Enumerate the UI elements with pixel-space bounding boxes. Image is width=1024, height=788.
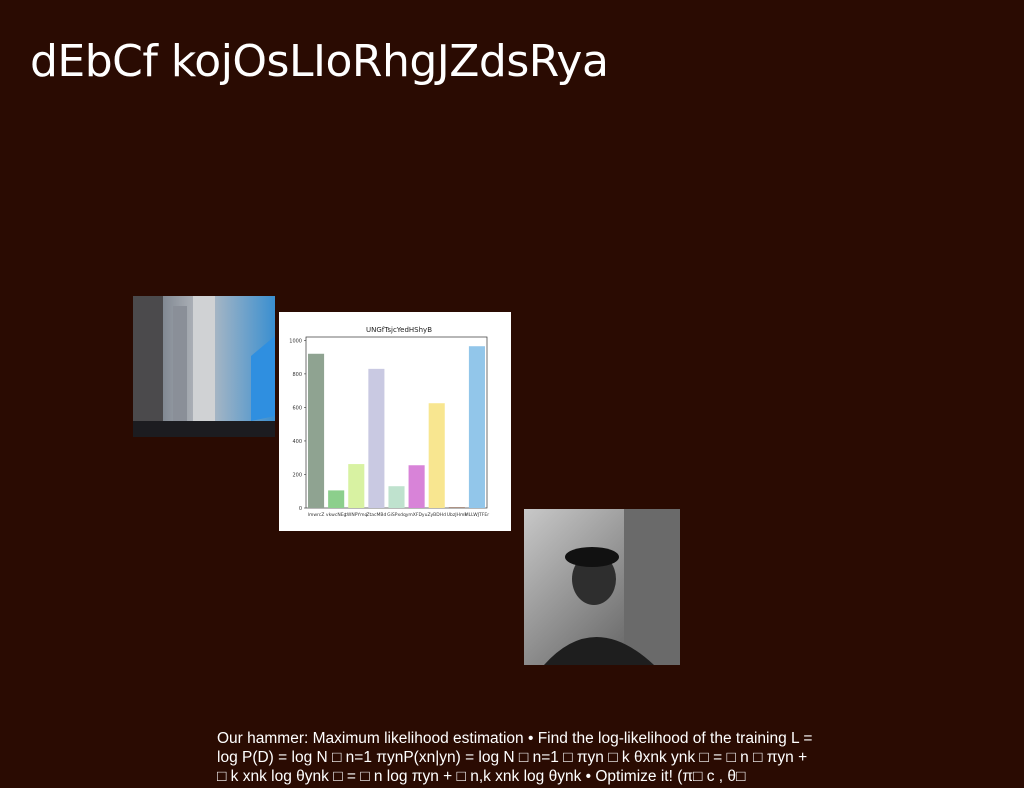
- x-tick-label: GiSPxdq: [387, 512, 406, 518]
- x-tick-label: ZyBDHd: [427, 512, 446, 518]
- axes-frame: [305, 336, 488, 509]
- bar: [388, 486, 405, 508]
- x-tick-label: ZtacMBd: [366, 512, 386, 518]
- x-tick-label: ymXFDyu: [406, 512, 428, 518]
- bar: [428, 403, 445, 508]
- y-tick-label: 0: [299, 506, 302, 512]
- bar: [448, 507, 465, 508]
- slide-title: dEbCf kojOsLIoRhgJZdsRya: [30, 36, 609, 87]
- chart-image: UNGfTsjcYedHShyB 0 200 400 600 800 1000 lmwrcZ…: [279, 312, 511, 531]
- bar: [348, 464, 365, 508]
- chart: UNGfTsjcYedHShyB 0 200 400 600 800 1000 lmwrcZ…: [289, 326, 489, 518]
- street-photo: [133, 296, 275, 437]
- x-tick-label: UbzJHmk: [447, 512, 468, 518]
- y-tick-label: 200: [292, 472, 302, 478]
- body-text: Our hammer: Maximum likelihood estimatio…: [217, 730, 813, 785]
- bar: [368, 368, 385, 508]
- officer-photo: [524, 509, 680, 665]
- y-tick-label: 800: [292, 372, 302, 378]
- bar: [308, 353, 325, 508]
- x-tick-label: vkwcNEg: [326, 512, 347, 518]
- bar: [328, 490, 345, 508]
- y-tick-label: 600: [292, 405, 302, 411]
- bar: [408, 465, 425, 508]
- y-tick-label: 1000: [289, 338, 302, 344]
- x-tick-label: lmwrcZ: [308, 512, 325, 518]
- x-tick-label: MLLWJTFEr: [465, 512, 489, 518]
- y-tick-label: 400: [292, 439, 302, 445]
- bar: [468, 346, 485, 508]
- x-tick-label: tWNPYmq: [345, 512, 367, 518]
- chart-title: UNGfTsjcYedHShyB: [366, 326, 432, 334]
